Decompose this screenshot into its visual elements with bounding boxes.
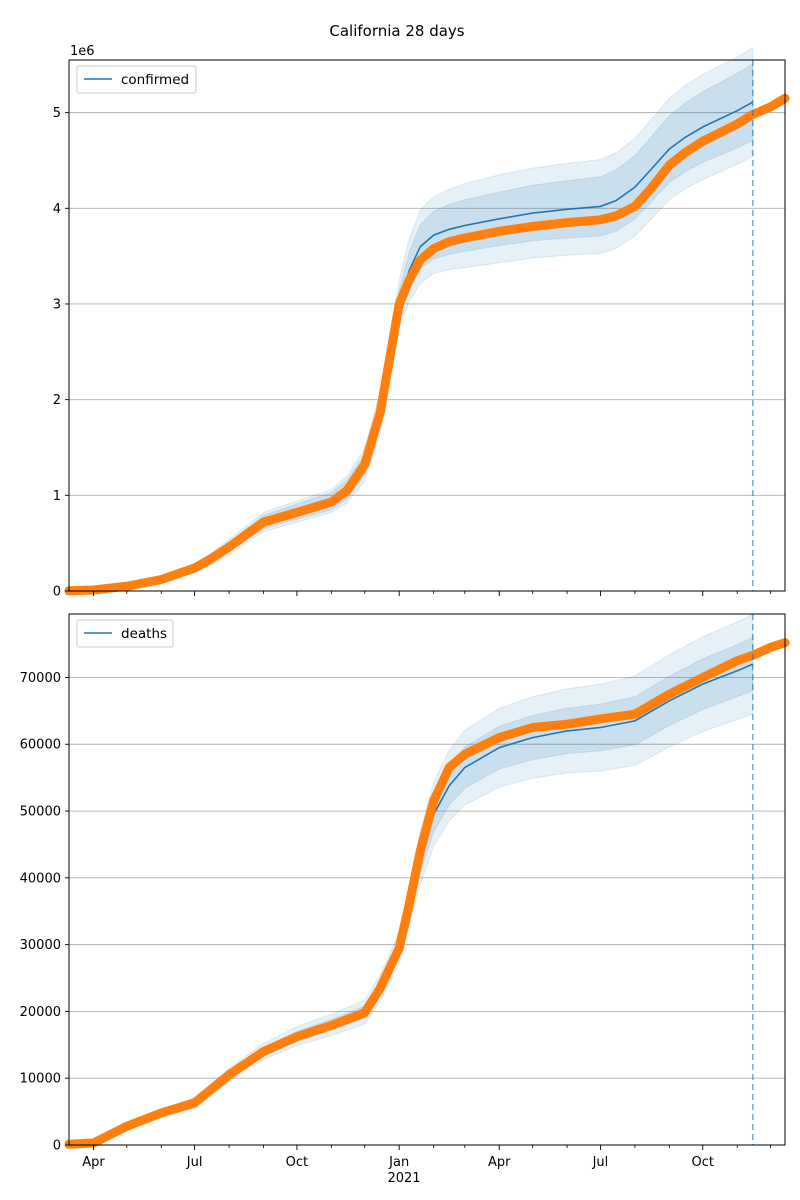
- confirmed-observed-series: [64, 93, 790, 596]
- confirmed-observed-line: [64, 93, 790, 596]
- deaths-ytick-label: 20000: [20, 1005, 61, 1020]
- confirmed-ytick-label: 1: [53, 489, 61, 504]
- confirmed-ytick-label: 3: [53, 297, 61, 312]
- deaths-ytick-label: 0: [53, 1139, 61, 1154]
- deaths-ytick-label: 30000: [20, 938, 61, 953]
- deaths-plot-frame: [68, 613, 786, 1146]
- confirmed-ytick-label: 0: [53, 585, 61, 600]
- confirmed-panel: 0 1 2 3 4 5 confirmed 1e6: [53, 44, 790, 600]
- deaths-ytick-label: 50000: [20, 805, 61, 820]
- confirmed-legend-label: confirmed: [121, 72, 189, 88]
- confirmed-legend-box: [76, 65, 197, 94]
- deaths-xtick-label: Jul: [186, 1155, 203, 1170]
- confirmed-ytick-label: 4: [53, 202, 61, 217]
- deaths-ytick-label: 60000: [20, 738, 61, 753]
- confirmed-offset-label: 1e6: [70, 44, 95, 59]
- confirmed-axes: 0 1 2 3 4 5: [53, 59, 786, 600]
- deaths-axes: 0 10000 20000 30000 40000 50000 60000 70000 Apr J…: [20, 613, 786, 1170]
- deaths-xtick-label: Apr: [82, 1155, 105, 1170]
- deaths-observed-series: [64, 638, 790, 1149]
- confirmed-outer-band: [68, 46, 754, 592]
- deaths-xtick-label: Jan: [388, 1155, 409, 1170]
- confirmed-ytick-label: 5: [53, 106, 61, 121]
- confirmed-outer-band-area: [68, 46, 754, 592]
- deaths-legend-label: deaths: [121, 626, 167, 642]
- deaths-ytick-label: 70000: [20, 671, 61, 686]
- deaths-legend-box: [76, 619, 174, 648]
- confirmed-ytick-label: 2: [53, 393, 61, 408]
- deaths-ytick-label: 10000: [20, 1072, 61, 1087]
- deaths-legend: deaths: [76, 619, 174, 648]
- deaths-xtick-label: Oct: [691, 1155, 713, 1170]
- deaths-xtick-label: Jul: [592, 1155, 609, 1170]
- figure-title: California 28 days: [329, 22, 464, 40]
- confirmed-legend: confirmed: [76, 65, 197, 94]
- year-label: 2021: [387, 1171, 420, 1186]
- deaths-observed-line: [64, 638, 790, 1149]
- deaths-panel: 0 10000 20000 30000 40000 50000 60000 70000 Apr J…: [20, 613, 790, 1186]
- confirmed-grid: [69, 112, 785, 496]
- confirmed-plot-frame: [68, 59, 786, 592]
- deaths-ytick-label: 40000: [20, 871, 61, 886]
- deaths-xtick-label: Oct: [286, 1155, 308, 1170]
- deaths-xtick-label: Apr: [488, 1155, 511, 1170]
